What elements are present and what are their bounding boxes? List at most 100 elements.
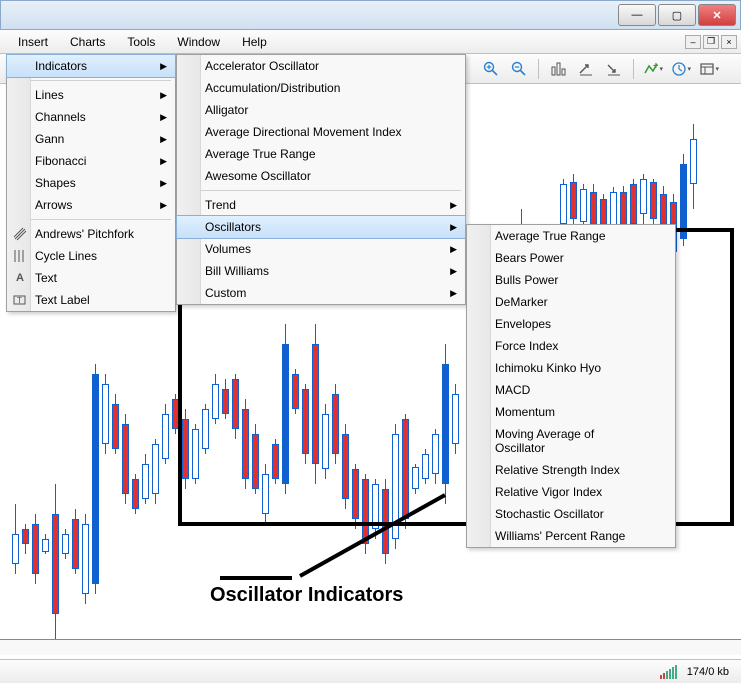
window-minimize-button[interactable]: — <box>618 4 656 26</box>
annotation-label: Oscillator Indicators <box>210 584 403 607</box>
mdi-close-button[interactable]: × <box>721 35 737 49</box>
oscillators-menu-item[interactable]: Stochastic Oscillator <box>467 503 675 525</box>
dropdown-item-label: Awesome Oscillator <box>205 169 311 183</box>
menu-tools[interactable]: Tools <box>117 32 165 52</box>
svg-text:+: + <box>653 61 658 72</box>
oscillators-menu-item[interactable]: Relative Vigor Index <box>467 481 675 503</box>
indicators-menu-item[interactable]: Bill Williams ▶ <box>177 260 465 282</box>
oscillators-menu-item[interactable]: Force Index <box>467 335 675 357</box>
oscillators-menu-item[interactable]: Momentum <box>467 401 675 423</box>
dropdown-item-label: Trend <box>205 198 236 212</box>
submenu-arrow-icon: ▶ <box>160 200 167 211</box>
dropdown-item-label: Average True Range <box>495 229 606 243</box>
cycle-icon <box>12 248 28 264</box>
text-icon: A <box>12 270 28 286</box>
oscillators-menu-item[interactable]: Average True Range <box>467 225 675 247</box>
insert-menu-item[interactable]: Indicators▶ <box>6 54 176 78</box>
oscillators-menu-item[interactable]: Relative Strength Index <box>467 459 675 481</box>
templates-button[interactable]: ▾ <box>698 58 720 80</box>
indicators-menu-item[interactable]: Accelerator Oscillator <box>177 55 465 77</box>
menu-insert[interactable]: Insert <box>8 32 58 52</box>
submenu-arrow-icon: ▶ <box>160 112 167 123</box>
insert-menu-item[interactable]: Fibonacci ▶ <box>7 150 175 172</box>
window-maximize-button[interactable]: ▢ <box>658 4 696 26</box>
dropdown-item-label: Average True Range <box>205 147 316 161</box>
dropdown-item-label: Lines <box>35 88 64 102</box>
dropdown-item-label: Force Index <box>495 339 558 353</box>
oscillators-menu-item[interactable]: Envelopes <box>467 313 675 335</box>
dropdown-item-label: Moving Average of Oscillator <box>495 427 647 455</box>
dropdown-item-label: Text Label <box>35 293 90 307</box>
insert-menu-item[interactable]: Cycle Lines <box>7 245 175 267</box>
dropdown-item-label: Relative Vigor Index <box>495 485 602 499</box>
insert-menu-item[interactable]: Lines ▶ <box>7 84 175 106</box>
insert-menu-item[interactable]: Gann▶ <box>7 128 175 150</box>
oscillators-menu-item[interactable]: Moving Average of Oscillator <box>467 423 675 459</box>
oscillators-menu-item[interactable]: MACD <box>467 379 675 401</box>
window-titlebar: — ▢ ✕ <box>0 0 741 30</box>
submenu-arrow-icon: ▶ <box>160 156 167 167</box>
indicators-submenu: Accelerator Oscillator Accumulation/Distr… <box>176 54 466 305</box>
pitchfork-icon <box>12 226 28 242</box>
toolbar-separator <box>633 59 634 79</box>
dropdown-item-label: Arrows <box>35 198 72 212</box>
insert-menu-item[interactable]: Shapes▶ <box>7 172 175 194</box>
insert-menu-item[interactable]: TextA <box>7 267 175 289</box>
dropdown-item-label: Alligator <box>205 103 248 117</box>
dropdown-item-label: Average Directional Movement Index <box>205 125 402 139</box>
menu-charts[interactable]: Charts <box>60 32 115 52</box>
dropdown-item-label: Bulls Power <box>495 273 558 287</box>
oscillators-menu-item[interactable]: DeMarker <box>467 291 675 313</box>
submenu-arrow-icon: ▶ <box>160 178 167 189</box>
dropdown-item-label: Williams' Percent Range <box>495 529 625 543</box>
indicators-menu-item[interactable]: Volumes ▶ <box>177 238 465 260</box>
submenu-arrow-icon: ▶ <box>450 244 457 255</box>
zoom-in-button[interactable] <box>480 58 502 80</box>
dropdown-item-label: Volumes <box>205 242 251 256</box>
chart-shift-button[interactable] <box>603 58 625 80</box>
indicators-menu-item[interactable]: Average Directional Movement Index <box>177 121 465 143</box>
insert-menu-item[interactable]: Channels▶ <box>7 106 175 128</box>
statusbar: 174/0 kb <box>0 659 741 683</box>
time-axis <box>0 639 741 655</box>
insert-menu-item[interactable]: Andrews' Pitchfork <box>7 223 175 245</box>
oscillators-menu-item[interactable]: Ichimoku Kinko Hyo <box>467 357 675 379</box>
menu-help[interactable]: Help <box>232 32 277 52</box>
insert-menu-item[interactable]: Text LabelT <box>7 289 175 311</box>
mdi-restore-button[interactable]: ❐ <box>703 35 719 49</box>
indicators-menu-item[interactable]: Accumulation/Distribution <box>177 77 465 99</box>
insert-menu-item[interactable]: Arrows ▶ <box>7 194 175 216</box>
submenu-arrow-icon: ▶ <box>160 134 167 145</box>
oscillators-menu-item[interactable]: Williams' Percent Range <box>467 525 675 547</box>
mdi-controls: – ❐ × <box>685 35 741 49</box>
dropdown-item-label: Ichimoku Kinko Hyo <box>495 361 601 375</box>
indicators-menu-item[interactable]: Alligator <box>177 99 465 121</box>
dropdown-item-label: Fibonacci <box>35 154 86 168</box>
dropdown-item-label: Accumulation/Distribution <box>205 81 340 95</box>
indicators-button[interactable]: +▾ <box>642 58 664 80</box>
indicators-menu-item[interactable]: Awesome Oscillator <box>177 165 465 187</box>
indicators-menu-item[interactable]: Oscillators ▶ <box>176 215 466 239</box>
oscillators-submenu: Average True Range Bears Power Bulls Power… <box>466 224 676 548</box>
mdi-minimize-button[interactable]: – <box>685 35 701 49</box>
oscillators-menu-item[interactable]: Bulls Power <box>467 269 675 291</box>
dropdown-item-label: Envelopes <box>495 317 551 331</box>
dropdown-separator <box>11 219 171 220</box>
indicators-menu-item[interactable]: Average True Range <box>177 143 465 165</box>
submenu-arrow-icon: ▶ <box>450 222 457 233</box>
submenu-arrow-icon: ▶ <box>450 266 457 277</box>
connection-signal-icon <box>660 665 677 679</box>
chart-type-button[interactable] <box>547 58 569 80</box>
indicators-menu-item[interactable]: Trend▶ <box>177 194 465 216</box>
dropdown-item-label: Bill Williams <box>205 264 269 278</box>
window-close-button[interactable]: ✕ <box>698 4 736 26</box>
oscillators-menu-item[interactable]: Bears Power <box>467 247 675 269</box>
dropdown-item-label: Oscillators <box>205 220 261 234</box>
auto-scroll-button[interactable] <box>575 58 597 80</box>
dropdown-item-label: MACD <box>495 383 530 397</box>
indicators-menu-item[interactable]: Custom▶ <box>177 282 465 304</box>
menu-window[interactable]: Window <box>167 32 230 52</box>
periodicity-button[interactable]: ▾ <box>670 58 692 80</box>
zoom-out-button[interactable] <box>508 58 530 80</box>
submenu-arrow-icon: ▶ <box>160 90 167 101</box>
